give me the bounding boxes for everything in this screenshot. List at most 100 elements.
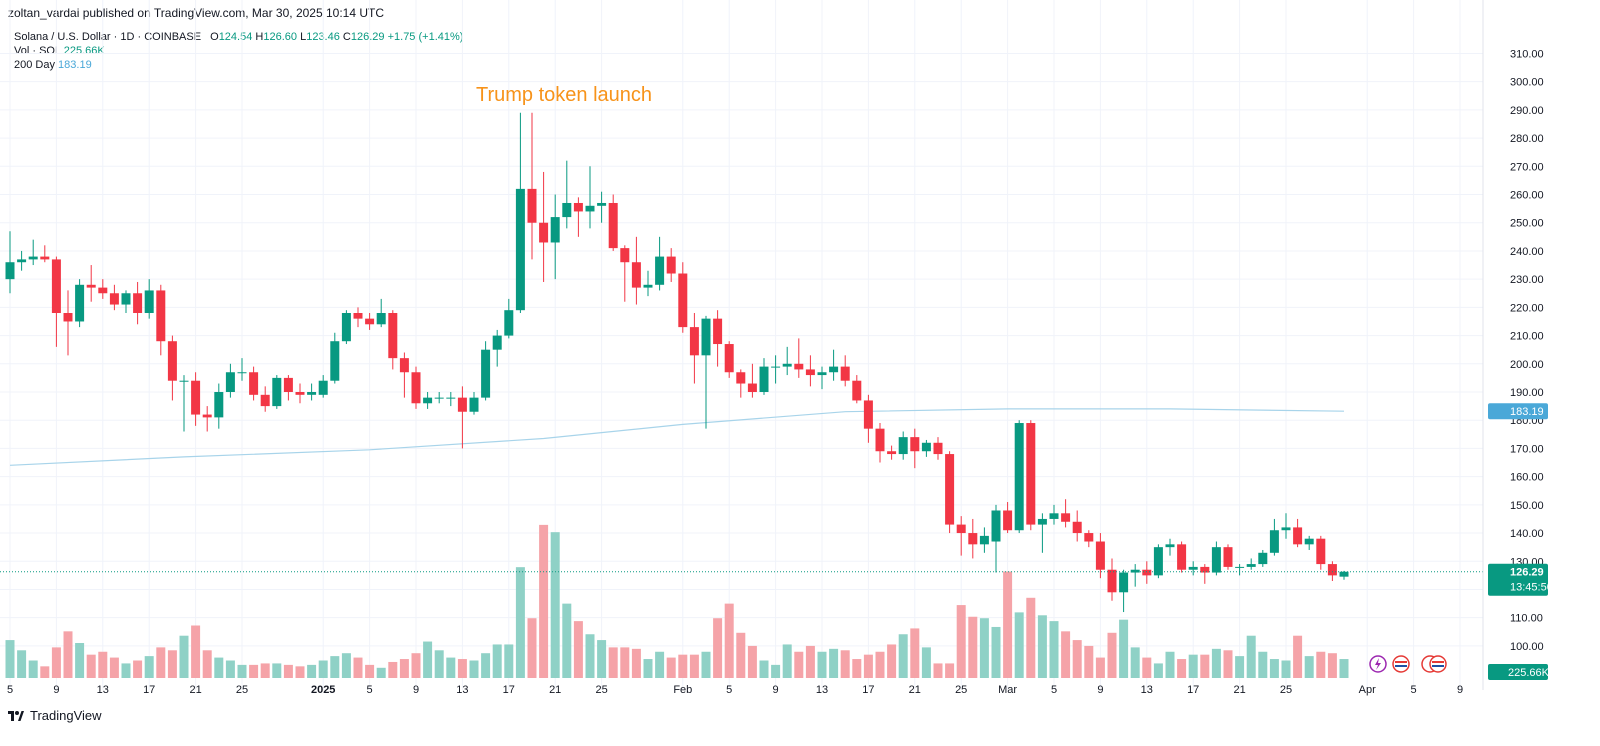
legend-vol-label: Vol · SOL [14,45,61,57]
volume-bar [225,660,235,678]
event-icons[interactable] [1369,655,1447,673]
candle-body [620,248,630,263]
volume-bar [1211,648,1221,678]
time-tick-label: 13 [1141,684,1153,696]
volume-bar [63,631,73,678]
last-price-tag-label: 126.29 [1510,567,1544,579]
candle-body [782,363,792,367]
candle-body [759,366,769,392]
legend-volume-row[interactable]: Vol · SOL 225.66K [14,44,463,58]
volume-bar [1200,654,1210,678]
volume-bar [167,650,177,678]
volume-bar [724,603,734,678]
us-flag-icon[interactable] [1392,655,1410,673]
candle-body [1188,566,1198,570]
candle-body [1142,569,1152,576]
volume-bar [678,654,688,678]
legend-ma: 183.19 [58,59,92,71]
volume-bar [782,644,792,678]
volume-bar [689,654,699,678]
candle-body [353,313,363,319]
price-tick-label: 280.00 [1510,133,1544,145]
volume-bar [28,660,38,678]
candle-body [863,400,873,429]
volume-bar [1061,631,1071,678]
volume-bar [1142,657,1152,678]
candle-body [979,535,989,545]
candle-body [86,284,96,288]
candle-body [713,318,723,345]
volume-bar [875,651,885,678]
candle-body [1269,530,1279,553]
candle-body [330,341,340,381]
volume-bar [968,616,978,678]
legend-symbol[interactable]: Solana / U.S. Dollar · 1D · COINBASE [14,31,202,43]
price-tick-label: 160.00 [1510,472,1544,484]
chart-annotation[interactable]: Trump token launch [476,84,653,106]
legend-symbol-row: Solana / U.S. Dollar · 1D · COINBASE O12… [14,30,463,44]
time-tick-label: 9 [53,684,59,696]
candle-body [1281,527,1291,531]
volume-bar [597,640,607,678]
time-tick-label: 25 [1280,684,1292,696]
candle-body [1072,521,1082,534]
time-tick-label: 25 [595,684,607,696]
time-tick-label: 17 [143,684,155,696]
time-tick-label: 25 [955,684,967,696]
candle-body [40,256,50,260]
candle-body [272,377,282,407]
volume-bar [910,628,920,678]
candle-body [968,533,978,545]
candle-body [376,313,386,325]
candle-body [1003,510,1013,531]
time-tick-label: 21 [549,684,561,696]
price-tick-label: 310.00 [1510,48,1544,60]
candle-body [585,205,595,212]
volume-bar [794,651,804,678]
volume-bars [5,524,1349,678]
footer-brand[interactable]: TradingView [8,708,102,723]
volume-bar [121,663,131,678]
candle-body [249,372,259,395]
volume-bar [1293,635,1303,678]
candle-body [411,372,421,404]
candle-body [655,256,665,285]
volume-bar [805,645,815,678]
candle-body [724,344,734,373]
time-tick-label: 17 [862,684,874,696]
volume-bar [5,640,15,678]
candle-body [1061,513,1071,522]
volume-bar [643,659,653,678]
volume-bar [1246,635,1256,678]
volume-bar [40,666,50,678]
price-tags: 183.19 126.29 13:45:50 225.66K [1488,403,1553,680]
candle-body [736,372,746,384]
volume-bar [388,661,398,678]
volume-bar [214,657,224,678]
candle-body [794,363,804,370]
price-tick-label: 250.00 [1510,218,1544,230]
volume-bar [1339,659,1349,678]
volume-bar [701,651,711,678]
candle-body [156,290,166,342]
time-tick-label: 25 [236,684,248,696]
legend-ma-row[interactable]: 200 Day 183.19 [14,58,463,72]
volume-bar [747,645,757,678]
candle-body [1107,569,1117,593]
candle-body [550,217,560,243]
volume-bar [283,664,293,678]
candle-body [1177,544,1187,570]
price-tick-label: 270.00 [1510,161,1544,173]
time-tick-label: 5 [1051,684,1057,696]
lightning-glyph-icon [1375,658,1381,670]
grid [0,0,1483,690]
volume-bar [399,659,409,678]
legend-open-label: O [210,31,219,43]
price-tick-label: 240.00 [1510,246,1544,258]
legend-open: 124.54 [218,31,253,43]
candle-body [608,202,618,249]
us-flag-icon[interactable] [1429,655,1447,673]
candle-body [597,202,607,206]
candle-body [933,442,943,455]
